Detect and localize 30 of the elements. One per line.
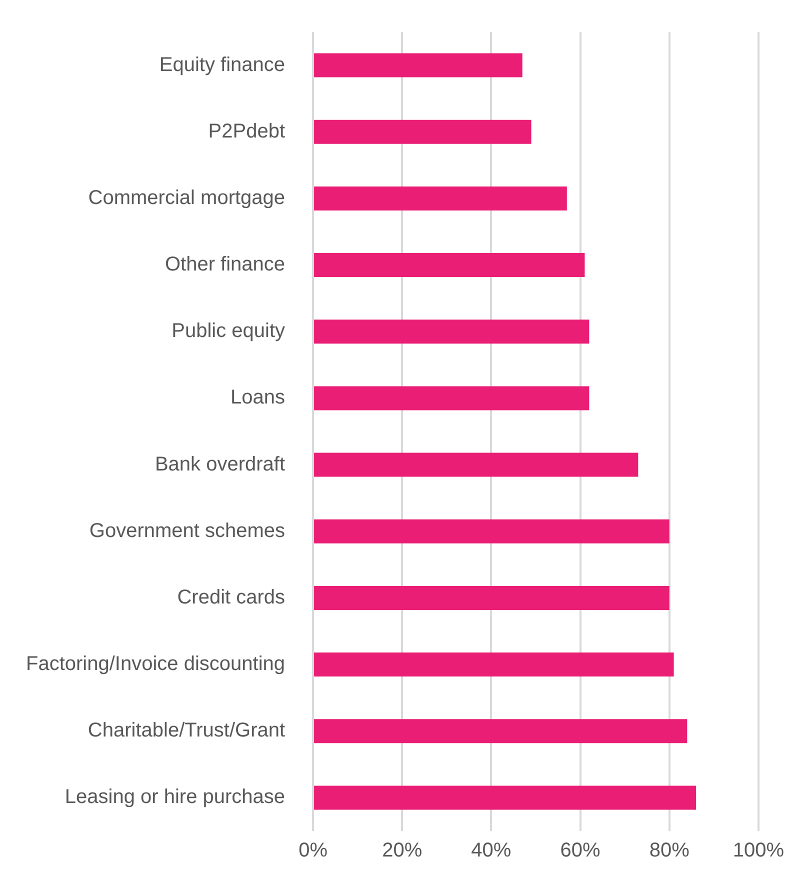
x-tick-label: 40% <box>471 840 512 862</box>
bar <box>314 786 696 810</box>
bar <box>314 586 670 610</box>
bar <box>314 452 638 477</box>
bar <box>314 120 532 144</box>
y-tick-label: Equity finance <box>159 54 286 76</box>
y-tick-label: Loans <box>230 386 286 409</box>
y-tick-label: Credit cards <box>177 586 286 608</box>
y-tick-label: Commercial mortgage <box>88 186 286 209</box>
bar <box>314 519 670 544</box>
x-tick-label: 20% <box>382 840 422 862</box>
x-tick-label: 80% <box>649 840 690 862</box>
y-tick-label: Government schemes <box>89 520 286 542</box>
x-tick-label: 100% <box>732 840 784 862</box>
y-tick-label: Charitable/Trust/Grant <box>88 720 286 742</box>
bar <box>314 320 590 344</box>
y-tick-label: Public equity <box>172 320 286 342</box>
y-tick-label: Other finance <box>164 254 286 276</box>
bar <box>314 386 590 410</box>
x-tick-label: 60% <box>560 840 600 862</box>
bar <box>314 53 522 78</box>
y-tick-label: Leasing or hire purchase <box>64 786 286 808</box>
y-tick-label: Bank overdraft <box>154 453 286 476</box>
bar <box>314 719 688 744</box>
y-tick-label: P2Pdebt <box>208 120 286 142</box>
y-tick-label: Factoring/Invoice discounting <box>26 653 286 676</box>
bar <box>314 652 674 677</box>
bar <box>314 253 585 278</box>
x-tick-label: 0% <box>298 840 328 862</box>
bar <box>314 186 567 210</box>
